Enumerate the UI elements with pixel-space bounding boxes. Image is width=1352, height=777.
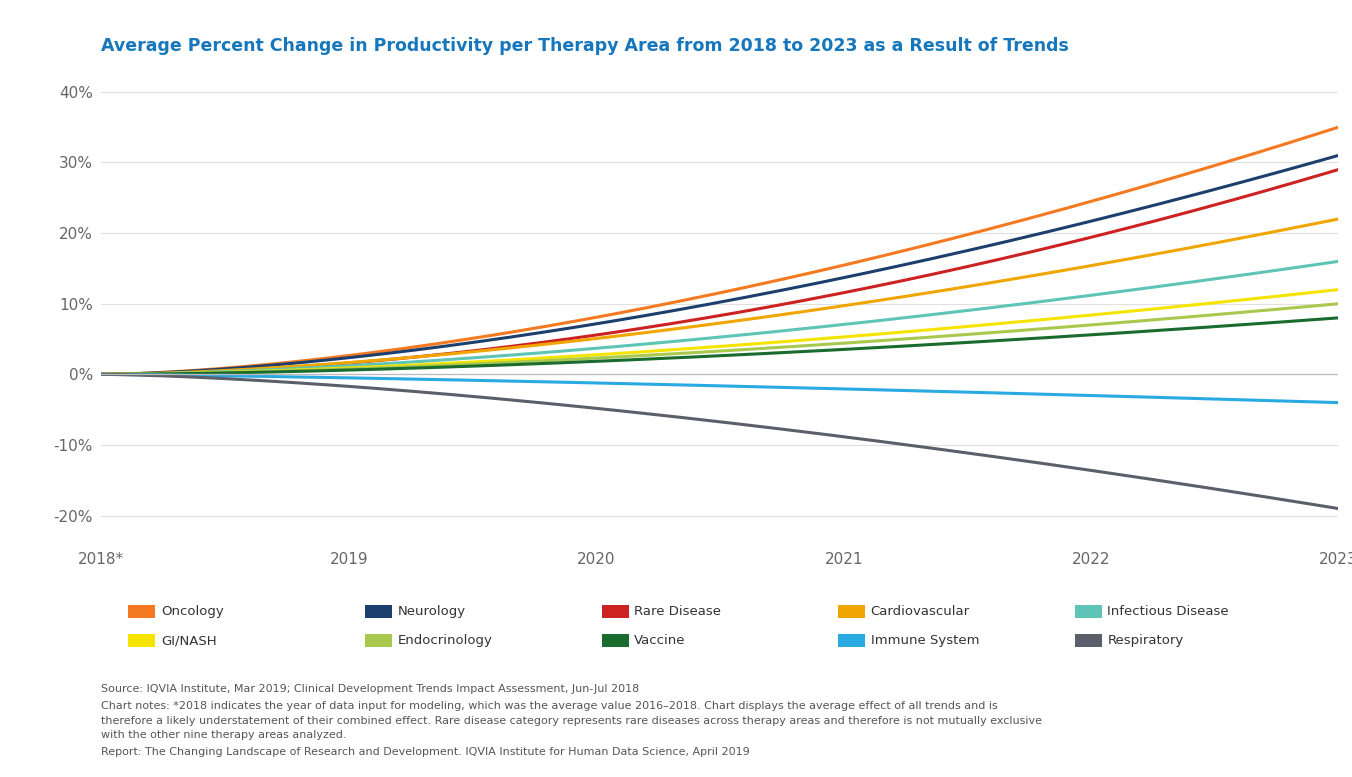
Text: Rare Disease: Rare Disease: [634, 605, 721, 618]
Text: Average Percent Change in Productivity per Therapy Area from 2018 to 2023 as a R: Average Percent Change in Productivity p…: [101, 37, 1069, 55]
Text: Neurology: Neurology: [397, 605, 465, 618]
Text: Vaccine: Vaccine: [634, 634, 685, 647]
Text: Endocrinology: Endocrinology: [397, 634, 492, 647]
Text: Oncology: Oncology: [161, 605, 223, 618]
Text: Cardiovascular: Cardiovascular: [871, 605, 969, 618]
Text: with the other nine therapy areas analyzed.: with the other nine therapy areas analyz…: [101, 730, 347, 740]
Text: Respiratory: Respiratory: [1107, 634, 1183, 647]
Text: Chart notes: *2018 indicates the year of data input for modeling, which was the : Chart notes: *2018 indicates the year of…: [101, 701, 998, 711]
Text: therefore a likely understatement of their combined effect. Rare disease categor: therefore a likely understatement of the…: [101, 716, 1042, 726]
Text: Infectious Disease: Infectious Disease: [1107, 605, 1229, 618]
Text: Source: IQVIA Institute, Mar 2019; Clinical Development Trends Impact Assessment: Source: IQVIA Institute, Mar 2019; Clini…: [101, 684, 639, 694]
Text: GI/NASH: GI/NASH: [161, 634, 216, 647]
Text: Report: The Changing Landscape of Research and Development. IQVIA Institute for : Report: The Changing Landscape of Resear…: [101, 747, 750, 758]
Text: Immune System: Immune System: [871, 634, 979, 647]
